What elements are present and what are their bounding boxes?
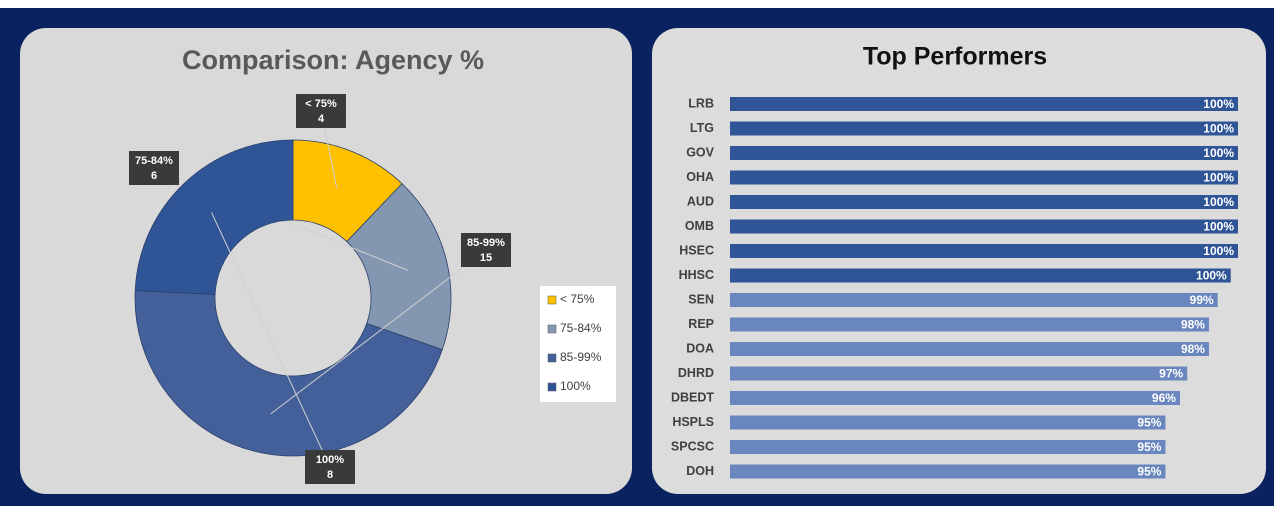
category-label: AUD (687, 194, 714, 208)
legend-label: < 75% (560, 292, 595, 306)
category-label: OHA (686, 170, 714, 184)
legend-box (540, 286, 616, 402)
bar (730, 342, 1209, 356)
bar (730, 293, 1218, 307)
bar (730, 366, 1188, 381)
legend-swatch (547, 324, 557, 334)
value-label: 100% (1203, 195, 1234, 209)
value-label: 99% (1190, 293, 1214, 307)
value-label: 96% (1152, 391, 1176, 405)
bar (730, 464, 1166, 479)
bar (730, 317, 1209, 332)
donut-segment (134, 290, 443, 457)
value-label: 98% (1181, 342, 1205, 356)
data-label-box (461, 233, 511, 267)
value-label: 100% (1203, 220, 1234, 234)
category-label: LRB (688, 96, 714, 110)
category-label: OMB (685, 219, 714, 233)
data-label-box (305, 450, 355, 484)
bar (730, 415, 1166, 430)
value-label: 100% (1203, 244, 1234, 258)
donut-title: Comparison: Agency % (182, 45, 484, 75)
bar (730, 244, 1238, 258)
data-label-category: 85-99% (467, 237, 505, 249)
value-label: 95% (1137, 416, 1161, 430)
category-label: DBEDT (671, 390, 714, 404)
category-label: GOV (686, 145, 714, 159)
category-label: DOH (686, 464, 714, 478)
value-label: 97% (1159, 367, 1183, 381)
data-label-box (129, 151, 179, 185)
category-label: HHSC (679, 268, 714, 282)
data-label-value: 8 (327, 469, 333, 481)
category-label: HSEC (679, 243, 714, 257)
bar (730, 195, 1238, 209)
category-label: DOA (686, 341, 714, 355)
data-label-category: 100% (316, 454, 344, 466)
value-label: 95% (1137, 465, 1161, 479)
data-label-category: < 75% (305, 98, 337, 110)
data-label-box (296, 94, 346, 128)
legend-label: 75-84% (560, 321, 602, 335)
category-label: HSPLS (672, 415, 714, 429)
legend-label: 85-99% (560, 350, 602, 364)
legend-swatch (547, 353, 557, 363)
category-label: LTG (690, 121, 714, 135)
category-label: DHRD (678, 366, 714, 380)
legend-swatch (547, 295, 557, 305)
bar (730, 121, 1238, 136)
bar (730, 97, 1238, 111)
bar (730, 219, 1238, 234)
bar (730, 268, 1231, 283)
bar (730, 391, 1180, 405)
value-label: 100% (1203, 171, 1234, 185)
category-label: REP (688, 317, 714, 331)
value-label: 100% (1203, 122, 1234, 136)
value-label: 95% (1137, 440, 1161, 454)
value-label: 98% (1181, 318, 1205, 332)
legend-label: 100% (560, 379, 591, 393)
value-label: 100% (1203, 97, 1234, 111)
data-label-value: 15 (480, 252, 492, 264)
bar (730, 170, 1238, 185)
leader-line (270, 249, 487, 415)
data-label-value: 6 (151, 170, 157, 182)
legend-swatch (547, 382, 557, 392)
data-label-value: 4 (318, 113, 325, 125)
category-label: SPCSC (671, 439, 714, 453)
category-label: SEN (688, 292, 714, 306)
value-label: 100% (1196, 269, 1227, 283)
bar (730, 146, 1238, 160)
value-label: 100% (1203, 146, 1234, 160)
top-strip (0, 0, 1274, 8)
leader-line (211, 212, 331, 468)
data-label-category: 75-84% (135, 155, 173, 167)
bar-title: Top Performers (863, 43, 1047, 71)
bar (730, 440, 1166, 454)
